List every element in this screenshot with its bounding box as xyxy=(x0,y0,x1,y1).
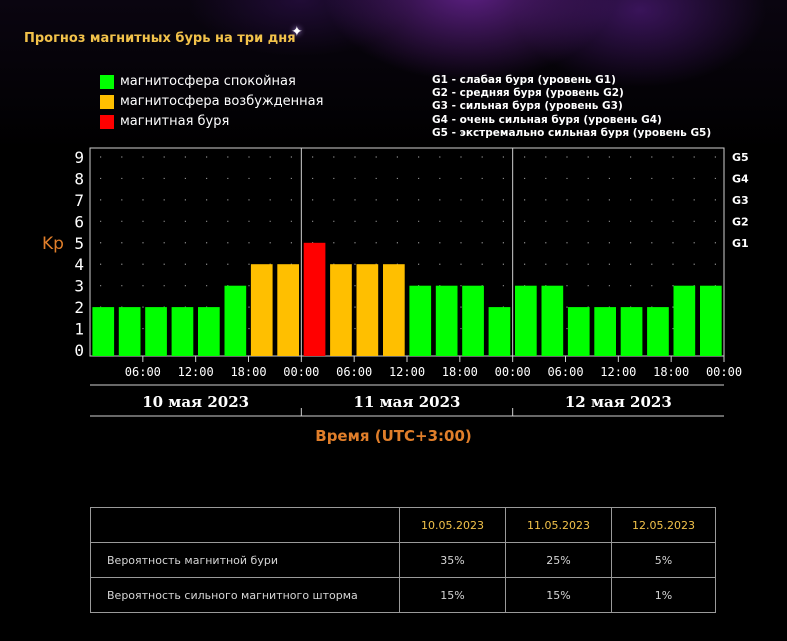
table-cell: 35% xyxy=(399,542,506,578)
table-row: Вероятность магнитной бури 35% 25% 5% xyxy=(90,542,716,578)
row-label: Вероятность магнитной бури xyxy=(90,542,400,578)
x-tick-label: 06:00 xyxy=(125,365,161,379)
g-level-legend: G1 - слабая буря (уровень G1) G2 - средн… xyxy=(432,74,711,140)
kp-bar xyxy=(198,307,220,356)
g-level-legend-item: G4 - очень сильная буря (уровень G4) xyxy=(432,113,662,126)
kp-bar xyxy=(356,264,379,356)
g-level-legend-item: G2 - средняя буря (уровень G2) xyxy=(432,87,624,100)
g-level-tick-label: G4 xyxy=(732,172,749,185)
kp-bar xyxy=(224,285,247,356)
g-level-tick-label: G2 xyxy=(732,215,749,228)
table-header-cell xyxy=(90,507,400,543)
kp-bar xyxy=(567,307,590,356)
x-tick-label: 12:00 xyxy=(178,365,214,379)
row-label: Вероятность сильного магнитного шторма xyxy=(90,577,400,613)
header-banner xyxy=(0,0,787,150)
day-label: 11 мая 2023 xyxy=(354,393,461,411)
legend-item-storm: магнитная буря xyxy=(100,114,360,134)
kp-bar xyxy=(145,307,167,356)
legend-item-calm: магнитосфера спокойная xyxy=(100,74,360,94)
legend-label-excited: магнитосфера возбужденная xyxy=(120,94,324,109)
kp-bar xyxy=(277,264,299,356)
probability-table: 10.05.2023 11.05.2023 12.05.2023 Вероятн… xyxy=(90,507,716,613)
x-tick-label: 00:00 xyxy=(495,365,531,379)
y-tick-label: 7 xyxy=(74,191,84,210)
table-header-row: 10.05.2023 11.05.2023 12.05.2023 xyxy=(90,507,716,543)
kp-bar xyxy=(409,285,432,356)
kp-bar xyxy=(383,264,405,356)
y-tick-label: 3 xyxy=(74,277,84,296)
x-tick-label: 12:00 xyxy=(389,365,425,379)
y-tick-label: 8 xyxy=(74,169,84,188)
y-tick-label: 1 xyxy=(74,320,84,339)
kp-bar xyxy=(171,307,194,356)
legend-label-calm: магнитосфера спокойная xyxy=(120,74,296,89)
kp-bar xyxy=(250,264,273,356)
kp-bar xyxy=(647,307,669,356)
x-tick-label: 18:00 xyxy=(653,365,689,379)
kp-bar xyxy=(541,285,564,356)
x-tick-label: 06:00 xyxy=(547,365,583,379)
legend-label-storm: магнитная буря xyxy=(120,114,230,129)
y-tick-label: 4 xyxy=(74,255,84,274)
g-level-legend-item: G1 - слабая буря (уровень G1) xyxy=(432,74,616,86)
x-tick-label: 12:00 xyxy=(600,365,636,379)
y-tick-label: 9 xyxy=(74,148,84,167)
kp-legend: магнитосфера спокойная магнитосфера возб… xyxy=(100,74,360,134)
x-tick-label: 06:00 xyxy=(336,365,372,379)
legend-swatch-excited xyxy=(100,95,114,109)
g-level-legend-item: G3 - сильная буря (уровень G3) xyxy=(432,100,623,113)
y-axis-label: Kp xyxy=(42,234,64,254)
day-label: 12 мая 2023 xyxy=(565,393,672,411)
table-cell: 5% xyxy=(611,542,716,578)
kp-chart: 0 1 2 3 4 5 6 7 8 9 Kp G1 G2 G3 G4 G5 06:00 12:00 18:00 00:… xyxy=(42,147,749,417)
legend-swatch-calm xyxy=(100,75,114,89)
table-cell: 15% xyxy=(505,577,612,613)
x-tick-label: 00:00 xyxy=(706,365,742,379)
table-cell: 15% xyxy=(399,577,506,613)
kp-bar xyxy=(488,307,511,356)
kp-bar xyxy=(620,307,643,356)
kp-bar xyxy=(92,307,115,356)
table-row: Вероятность сильного магнитного шторма 1… xyxy=(90,577,716,613)
g-level-legend-item: G5 - экстремально сильная буря (уровень … xyxy=(432,126,712,139)
page-title: Прогноз магнитных бурь на три дня xyxy=(24,31,296,46)
kp-bar xyxy=(673,285,696,356)
g-level-tick-label: G5 xyxy=(732,151,749,164)
kp-bar xyxy=(515,285,537,356)
sparkle-icon: ✦ xyxy=(291,24,303,40)
table-header-cell: 11.05.2023 xyxy=(505,507,612,543)
legend-item-excited: магнитосфера возбужденная xyxy=(100,94,360,114)
legend-swatch-storm xyxy=(100,115,114,129)
x-axis-title: Время (UTC+3:00) xyxy=(315,427,472,445)
kp-bar xyxy=(303,242,326,356)
kp-bar xyxy=(700,285,722,356)
table-header-cell: 12.05.2023 xyxy=(611,507,716,543)
day-label: 10 мая 2023 xyxy=(142,393,249,411)
g-level-tick-label: G3 xyxy=(732,194,749,207)
y-tick-label: 6 xyxy=(74,212,84,231)
table-header-cell: 10.05.2023 xyxy=(399,507,506,543)
kp-bar xyxy=(462,285,484,356)
kp-bar xyxy=(118,307,141,356)
table-cell: 25% xyxy=(505,542,612,578)
g-level-tick-label: G1 xyxy=(732,237,749,250)
y-tick-label: 0 xyxy=(74,341,84,360)
kp-bar xyxy=(330,264,352,356)
table-cell: 1% xyxy=(611,577,716,613)
kp-bar xyxy=(594,307,616,356)
x-tick-label: 18:00 xyxy=(442,365,478,379)
y-tick-label: 2 xyxy=(74,298,84,317)
y-tick-label: 5 xyxy=(74,234,84,253)
x-tick-label: 18:00 xyxy=(230,365,266,379)
x-tick-label: 00:00 xyxy=(283,365,319,379)
kp-bar xyxy=(435,285,458,356)
